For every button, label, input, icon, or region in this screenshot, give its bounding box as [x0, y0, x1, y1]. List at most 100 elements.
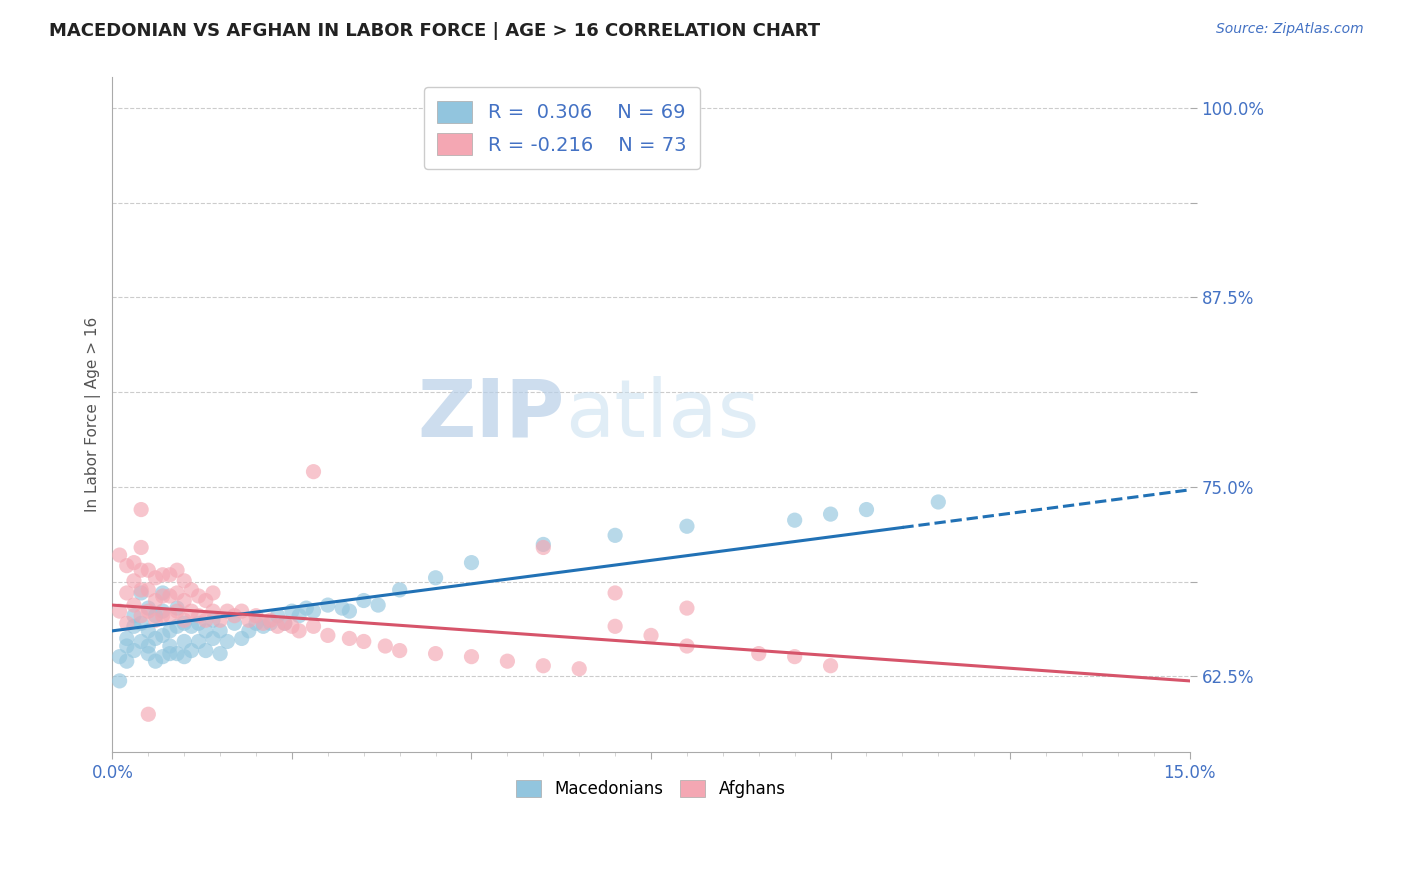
Point	[145, 608, 167, 623]
Point	[166, 601, 188, 615]
Point	[330, 601, 353, 615]
Text: ZIP: ZIP	[418, 376, 565, 454]
Point	[274, 616, 297, 631]
Point	[259, 616, 281, 631]
Point	[676, 601, 699, 615]
Point	[129, 582, 152, 597]
Point	[145, 571, 167, 585]
Point	[187, 608, 209, 623]
Point	[159, 608, 181, 623]
Point	[194, 593, 217, 607]
Point	[145, 632, 167, 646]
Point	[129, 541, 152, 555]
Point	[820, 507, 842, 521]
Point	[180, 619, 202, 633]
Point	[353, 634, 375, 648]
Point	[159, 639, 181, 653]
Point	[531, 537, 554, 551]
Point	[152, 628, 174, 642]
Point	[180, 643, 202, 657]
Text: MACEDONIAN VS AFGHAN IN LABOR FORCE | AGE > 16 CORRELATION CHART: MACEDONIAN VS AFGHAN IN LABOR FORCE | AG…	[49, 22, 820, 40]
Point	[187, 589, 209, 603]
Legend: Macedonians, Afghans: Macedonians, Afghans	[510, 773, 793, 805]
Point	[238, 624, 260, 638]
Point	[187, 616, 209, 631]
Point	[173, 649, 195, 664]
Point	[927, 495, 949, 509]
Point	[209, 613, 232, 627]
Text: Source: ZipAtlas.com: Source: ZipAtlas.com	[1216, 22, 1364, 37]
Point	[603, 586, 626, 600]
Point	[108, 604, 131, 618]
Point	[388, 643, 411, 657]
Point	[201, 613, 224, 627]
Point	[676, 519, 699, 533]
Point	[281, 619, 304, 633]
Point	[274, 616, 297, 631]
Point	[201, 632, 224, 646]
Point	[152, 608, 174, 623]
Text: atlas: atlas	[565, 376, 759, 454]
Point	[166, 586, 188, 600]
Point	[425, 571, 447, 585]
Point	[266, 619, 288, 633]
Point	[748, 647, 770, 661]
Point	[783, 513, 806, 527]
Point	[129, 563, 152, 577]
Point	[122, 556, 145, 570]
Point	[136, 601, 159, 615]
Point	[640, 628, 662, 642]
Point	[173, 574, 195, 588]
Point	[145, 593, 167, 607]
Point	[115, 558, 138, 573]
Point	[152, 649, 174, 664]
Point	[353, 593, 375, 607]
Point	[159, 589, 181, 603]
Point	[252, 619, 274, 633]
Y-axis label: In Labor Force | Age > 16: In Labor Force | Age > 16	[86, 318, 101, 512]
Point	[152, 604, 174, 618]
Point	[115, 616, 138, 631]
Point	[166, 563, 188, 577]
Point	[425, 647, 447, 661]
Point	[259, 613, 281, 627]
Point	[568, 662, 591, 676]
Point	[194, 613, 217, 627]
Point	[108, 548, 131, 562]
Point	[180, 582, 202, 597]
Point	[224, 608, 246, 623]
Point	[531, 541, 554, 555]
Point	[159, 647, 181, 661]
Point	[129, 502, 152, 516]
Point	[339, 604, 361, 618]
Point	[145, 654, 167, 668]
Point	[209, 624, 232, 638]
Point	[136, 563, 159, 577]
Point	[783, 649, 806, 664]
Point	[136, 639, 159, 653]
Point	[217, 634, 239, 648]
Point	[152, 567, 174, 582]
Point	[316, 628, 339, 642]
Point	[302, 465, 325, 479]
Point	[129, 608, 152, 623]
Point	[245, 616, 267, 631]
Point	[122, 643, 145, 657]
Point	[115, 586, 138, 600]
Point	[374, 639, 396, 653]
Point	[115, 639, 138, 653]
Point	[122, 574, 145, 588]
Point	[288, 624, 311, 638]
Point	[201, 604, 224, 618]
Point	[603, 528, 626, 542]
Point	[367, 598, 389, 612]
Point	[173, 613, 195, 627]
Point	[460, 649, 482, 664]
Point	[129, 586, 152, 600]
Point	[316, 598, 339, 612]
Point	[152, 589, 174, 603]
Point	[194, 624, 217, 638]
Point	[173, 593, 195, 607]
Point	[339, 632, 361, 646]
Point	[266, 608, 288, 623]
